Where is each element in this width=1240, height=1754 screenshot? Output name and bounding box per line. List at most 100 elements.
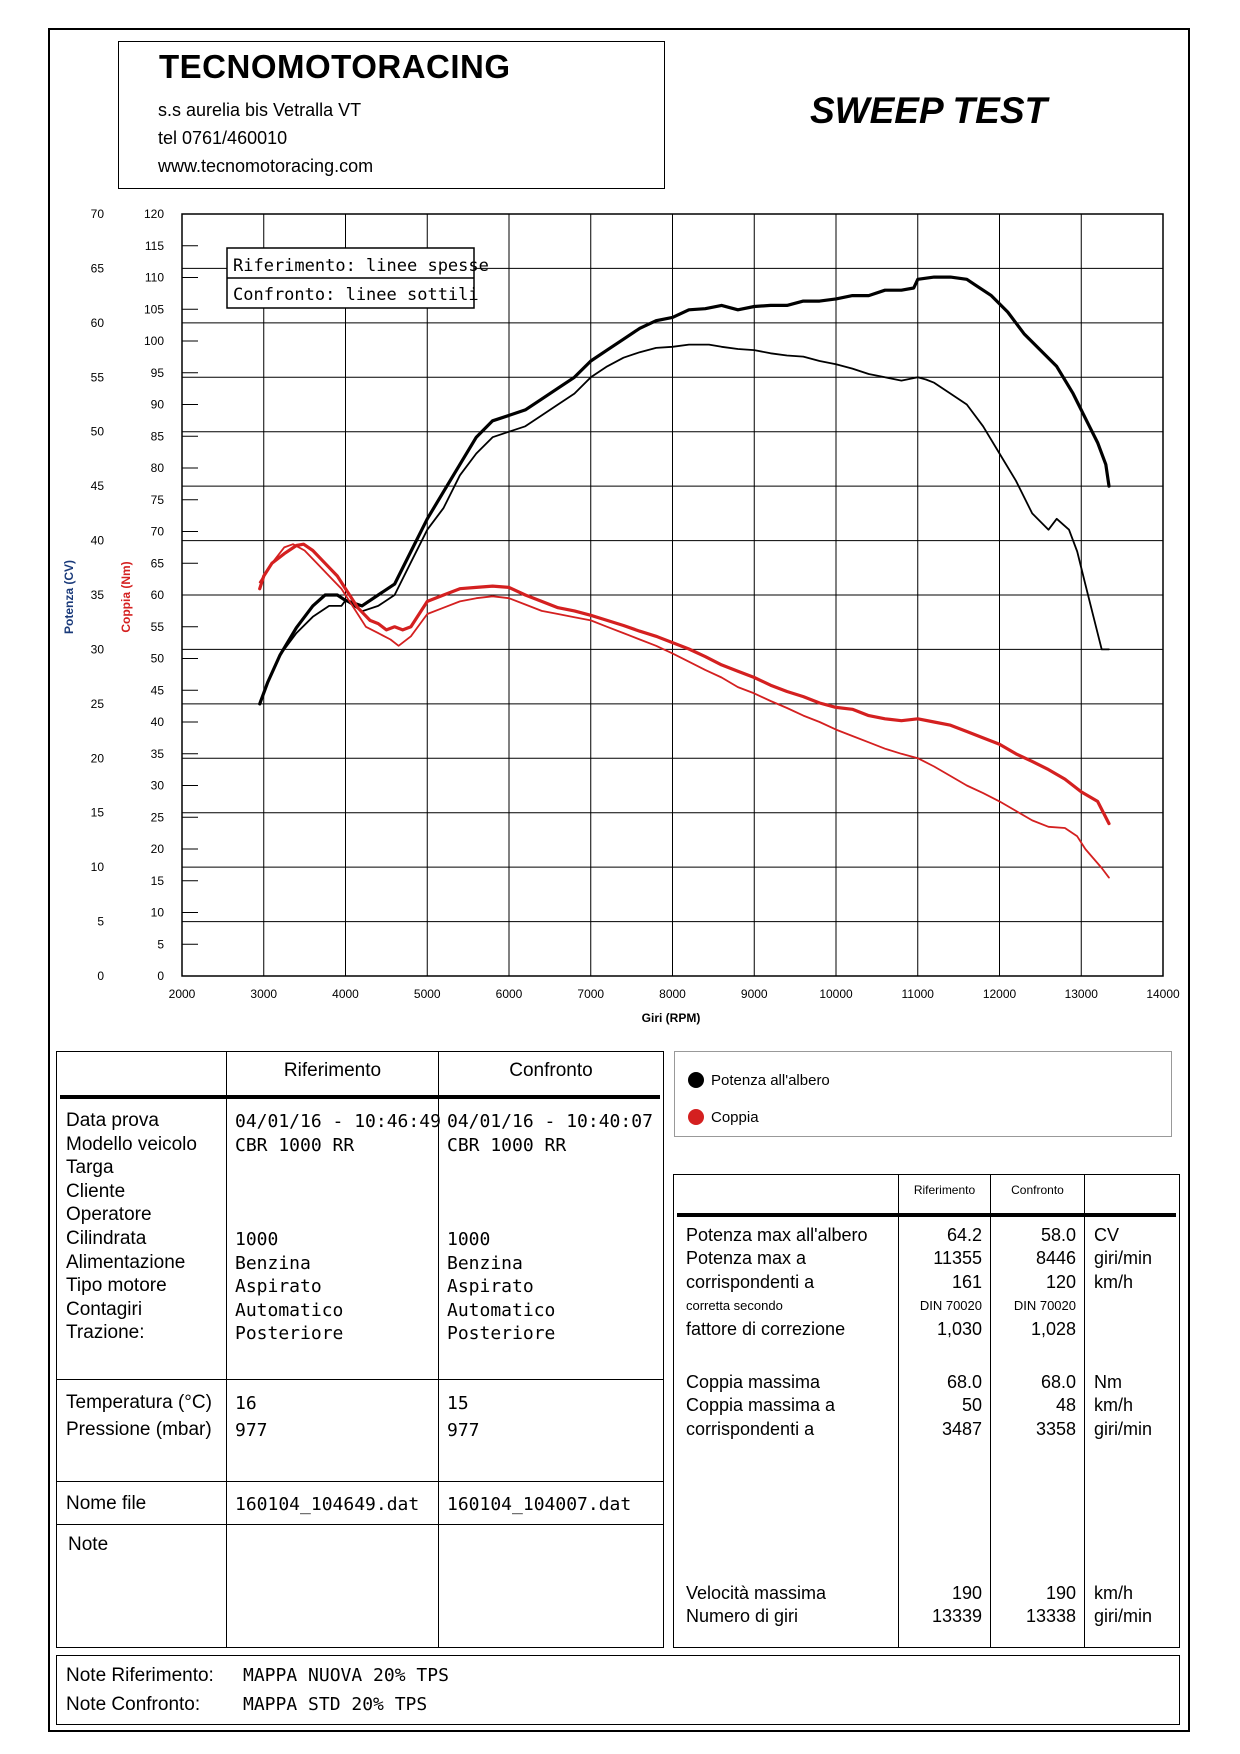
chart-legend: Riferimento: linee spesse Confronto: lin… [226, 247, 489, 309]
note-label: Note [68, 1534, 109, 1555]
info-row-label: Operatore [66, 1204, 152, 1226]
power-tick-label: 45 [91, 479, 105, 493]
result-cmp: 8446 [1035, 1248, 1076, 1269]
result-label: corretta secondo [686, 1298, 783, 1314]
torque-tick-label: 90 [151, 398, 165, 412]
torque-curve-reference [258, 542, 1111, 826]
torque-tick-label: 110 [145, 271, 164, 285]
x-tick-label: 11000 [902, 987, 935, 1001]
torque-tick-label: 0 [157, 969, 164, 983]
result-unit: km/h [1094, 1271, 1134, 1292]
info-row-label: Trazione: [66, 1322, 145, 1344]
info-row-cmp: 04/01/16 - 10:40:07 [447, 1111, 653, 1132]
result-cmp: 1,028 [1030, 1318, 1076, 1339]
result-cmp: 58.0 [1040, 1225, 1076, 1245]
torque-tick-label: 35 [151, 747, 165, 761]
x-tick-label: 9000 [741, 987, 768, 1001]
result-ref: 64.2 [946, 1225, 982, 1245]
power-tick-label: 10 [91, 860, 105, 874]
info-row-ref: 04/01/16 - 10:46:49 [235, 1111, 441, 1132]
torque-tick-label: 115 [145, 239, 164, 253]
filename-ref: 160104_104649.dat [235, 1494, 420, 1515]
power-axis-label: Potenza (CV) [62, 560, 76, 634]
info-row-cmp: Benzina [447, 1252, 523, 1274]
filename-label: Nome file [66, 1493, 147, 1514]
pressure-cmp: 977 [447, 1420, 480, 1441]
result-ref: 68.0 [946, 1372, 982, 1392]
x-tick-label: 3000 [250, 987, 277, 1001]
info-row-ref: Posteriore [235, 1323, 344, 1345]
result-label: Potenza max a [686, 1248, 807, 1269]
info-row-label: Data prova [66, 1110, 159, 1131]
torque-tick-label: 85 [151, 429, 165, 443]
result-unit: Nm [1094, 1372, 1122, 1392]
page-frame [48, 28, 1190, 1732]
info-row-label: Targa [66, 1157, 114, 1179]
result-ref: 190 [951, 1583, 982, 1603]
power-curve-reference [258, 275, 1111, 706]
info-row-cmp: Posteriore [447, 1323, 556, 1345]
result-ref: 3487 [941, 1418, 982, 1439]
power-tick-label: 30 [91, 642, 105, 656]
info-row-ref: 1000 [235, 1229, 279, 1250]
info-row-cmp: Aspirato [447, 1276, 534, 1298]
pressure-label: Pressione (mbar) [66, 1419, 212, 1440]
result-unit: CV [1094, 1225, 1120, 1245]
torque-tick-label: 55 [151, 620, 165, 634]
torque-axis-label: Coppia (Nm) [119, 561, 133, 632]
result-ref: 1,030 [936, 1318, 982, 1339]
torque-tick-label: 75 [151, 493, 165, 507]
torque-tick-label: 40 [151, 715, 165, 729]
result-unit: giri/min [1094, 1418, 1153, 1439]
power-legend-dot [688, 1072, 704, 1088]
info-row-label: Tipo motore [66, 1275, 167, 1297]
results-col-reference: Riferimento [913, 1183, 976, 1197]
torque-tick-label: 120 [144, 207, 164, 221]
info-row-label: Contagiri [66, 1298, 143, 1320]
torque-tick-label: 20 [151, 842, 165, 856]
result-cmp: 48 [1055, 1395, 1076, 1416]
result-ref: 13339 [931, 1606, 982, 1627]
col-header-reference: Riferimento [283, 1060, 382, 1081]
x-axis-label: Giri (RPM) [642, 1011, 701, 1025]
torque-tick-label: 30 [151, 779, 165, 793]
info-row-cmp: 1000 [447, 1229, 491, 1250]
result-cmp: 120 [1045, 1271, 1076, 1292]
legend-comparison-text: Confronto: linee sottili [233, 285, 479, 305]
results-table: Riferimento Confronto Potenza max all'al… [673, 1174, 1180, 1648]
note-cmp-value: MAPPA STD 20% TPS [243, 1694, 428, 1715]
test-info-table: Riferimento Confronto Data prova 04/01/16… [56, 1051, 664, 1648]
result-unit: km/h [1094, 1583, 1134, 1603]
result-cmp: DIN 70020 [1013, 1298, 1076, 1314]
torque-tick-label: 10 [151, 906, 165, 920]
x-tick-label: 2000 [169, 987, 196, 1001]
power-tick-label: 15 [91, 806, 105, 820]
torque-tick-label: 105 [144, 302, 164, 316]
x-tick-label: 6000 [496, 987, 523, 1001]
result-label: fattore di correzione [686, 1318, 846, 1339]
result-label: corrispondenti a [686, 1271, 815, 1292]
result-cmp: 68.0 [1040, 1372, 1076, 1392]
note-ref-value: MAPPA NUOVA 20% TPS [243, 1665, 449, 1686]
result-ref: 50 [961, 1395, 982, 1416]
result-label: Potenza max all'albero [686, 1225, 868, 1245]
company-name: TECNOMOTORACING [159, 48, 511, 85]
result-ref: DIN 70020 [919, 1298, 982, 1314]
x-tick-label: 7000 [577, 987, 604, 1001]
power-tick-label: 40 [91, 534, 105, 548]
result-label: Coppia massima [686, 1372, 821, 1392]
power-curve-comparison [258, 343, 1110, 705]
torque-tick-label: 65 [151, 556, 165, 570]
dyno-chart: Potenza (CV) Coppia (Nm) Giri (RPM) Rife… [62, 207, 1180, 1025]
company-website: www.tecnomotoracing.com [158, 156, 374, 176]
notes-box: Note Riferimento: MAPPA NUOVA 20% TPS No… [56, 1655, 1180, 1725]
temperature-cmp: 15 [447, 1393, 469, 1414]
info-row-cmp: CBR 1000 RR [447, 1134, 567, 1156]
power-tick-label: 70 [91, 207, 105, 221]
legend-reference-text: Riferimento: linee spesse [233, 256, 489, 276]
power-legend-label: Potenza all'albero [711, 1072, 830, 1089]
info-row-label: Modello veicolo [66, 1133, 197, 1155]
company-phone: tel 0761/460010 [158, 128, 288, 148]
info-row-label: Cliente [66, 1180, 126, 1202]
torque-legend-label: Coppia [711, 1109, 759, 1126]
